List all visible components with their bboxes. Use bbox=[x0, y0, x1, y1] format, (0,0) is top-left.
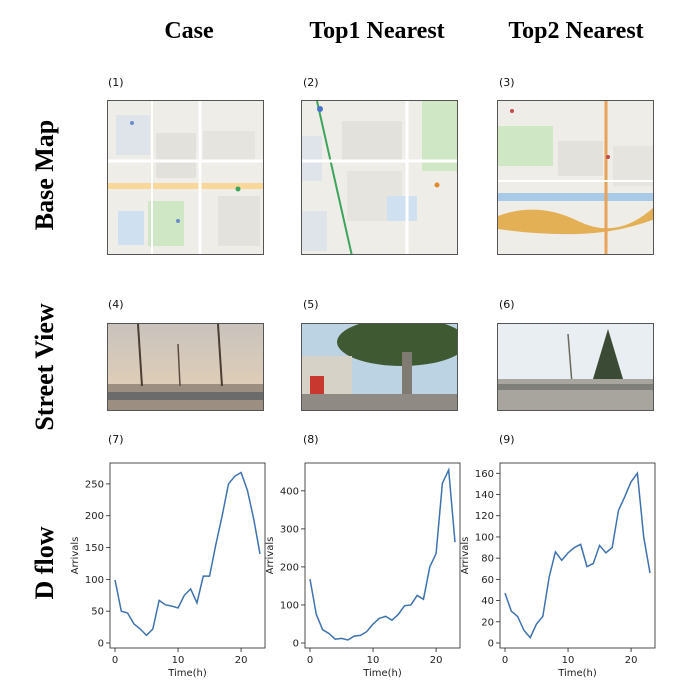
panel-label-3: (3) bbox=[499, 76, 515, 89]
x-tick-label: 0 bbox=[502, 655, 508, 666]
x-tick-label: 10 bbox=[562, 655, 575, 666]
x-tick-label: 20 bbox=[235, 655, 248, 666]
y-tick-label: 20 bbox=[481, 617, 494, 628]
row-title-d-flow: D flow bbox=[30, 526, 59, 600]
x-tick-label: 0 bbox=[307, 655, 313, 666]
x-axis-label: Time(h) bbox=[167, 668, 207, 679]
arrivals-chart-top2: 0 20 40 60 80 100 120 140 160 0 10 20 Time(h) Arrival… bbox=[460, 462, 656, 679]
plot-frame bbox=[304, 462, 461, 649]
arrivals-series-line bbox=[504, 471, 651, 640]
x-axis-label: Time(h) bbox=[557, 668, 597, 679]
y-tick-label: 100 bbox=[85, 575, 104, 586]
base-map-top2-graphic bbox=[498, 101, 653, 254]
x-tick-label: 10 bbox=[367, 655, 380, 666]
y-tick-label: 250 bbox=[85, 479, 104, 490]
y-tick-label: 100 bbox=[475, 532, 494, 543]
panel-label-9: (9) bbox=[499, 433, 515, 446]
y-axis-label: Arrivals bbox=[460, 537, 471, 575]
row-title-street-view: Street View bbox=[30, 303, 59, 431]
arrivals-chart-case: 0 50 100 150 200 250 0 10 20 Time(h) Arrivals bbox=[70, 462, 266, 679]
y-tick-label: 100 bbox=[280, 600, 299, 611]
panel-label-6: (6) bbox=[499, 298, 515, 311]
x-tick-label: 20 bbox=[430, 655, 443, 666]
panel-label-7: (7) bbox=[108, 433, 124, 446]
panel-label-5: (5) bbox=[303, 298, 319, 311]
base-map-top2 bbox=[497, 100, 654, 255]
y-tick-label: 200 bbox=[280, 562, 299, 573]
panel-label-1: (1) bbox=[108, 76, 124, 89]
y-tick-label: 400 bbox=[280, 486, 299, 497]
y-tick-label: 120 bbox=[475, 511, 494, 522]
x-tick-label: 10 bbox=[172, 655, 185, 666]
street-view-top1 bbox=[301, 323, 458, 411]
panel-label-2: (2) bbox=[303, 76, 319, 89]
y-tick-label: 160 bbox=[475, 469, 494, 480]
column-title-case: Case bbox=[164, 18, 214, 44]
panel-label-4: (4) bbox=[108, 298, 124, 311]
panel-label-8: (8) bbox=[303, 433, 319, 446]
street-view-top2 bbox=[497, 323, 654, 411]
y-axis-label: Arrivals bbox=[70, 537, 81, 575]
y-tick-label: 200 bbox=[85, 511, 104, 522]
column-title-top2: Top2 Nearest bbox=[508, 18, 644, 44]
base-map-case bbox=[107, 100, 264, 255]
y-tick-label: 50 bbox=[91, 607, 104, 618]
y-axis-label: Arrivals bbox=[265, 537, 276, 575]
x-tick-label: 20 bbox=[625, 655, 638, 666]
street-view-case-graphic bbox=[108, 324, 263, 410]
column-title-top1: Top1 Nearest bbox=[309, 18, 445, 44]
y-tick-label: 40 bbox=[481, 596, 494, 607]
y-tick-label: 0 bbox=[98, 639, 104, 650]
arrivals-series-line bbox=[114, 471, 261, 637]
plot-frame bbox=[109, 462, 266, 649]
y-tick-label: 140 bbox=[475, 490, 494, 501]
y-tick-label: 0 bbox=[293, 639, 299, 650]
x-tick-label: 0 bbox=[112, 655, 118, 666]
base-map-case-graphic bbox=[108, 101, 263, 254]
y-tick-label: 0 bbox=[488, 639, 494, 650]
street-view-case bbox=[107, 323, 264, 411]
base-map-top1 bbox=[301, 100, 458, 255]
y-tick-label: 60 bbox=[481, 575, 494, 586]
plot-frame bbox=[499, 462, 656, 649]
arrivals-series-line bbox=[309, 467, 456, 641]
y-tick-label: 150 bbox=[85, 543, 104, 554]
y-tick-label: 300 bbox=[280, 524, 299, 535]
base-map-top1-graphic bbox=[302, 101, 457, 254]
row-title-base-map: Base Map bbox=[30, 119, 59, 231]
x-axis-label: Time(h) bbox=[362, 668, 402, 679]
y-tick-label: 80 bbox=[481, 554, 494, 565]
street-view-top2-graphic bbox=[498, 324, 653, 410]
street-view-top1-graphic bbox=[302, 324, 457, 410]
arrivals-chart-top1: 0 100 200 300 400 0 10 20 Time(h) Arrivals bbox=[265, 462, 461, 679]
